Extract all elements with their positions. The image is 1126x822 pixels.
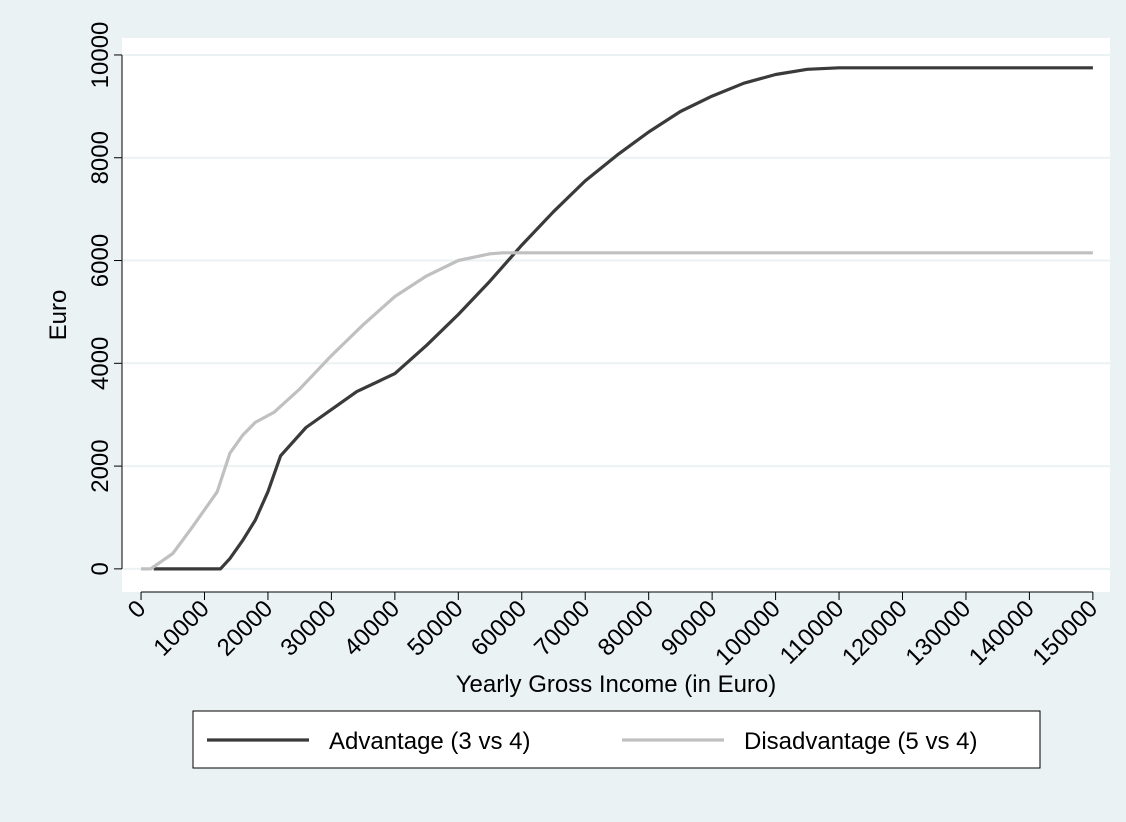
y-axis-label: Euro <box>45 290 72 341</box>
legend-box <box>192 710 1041 769</box>
y-tick-label: 8000 <box>87 131 114 184</box>
y-tick-label: 10000 <box>87 22 114 89</box>
data-line <box>153 66 1093 571</box>
y-tick-label: 4000 <box>87 337 114 390</box>
y-tick-label: 6000 <box>87 234 114 287</box>
data-line <box>141 251 1093 571</box>
y-tick-label: 2000 <box>87 439 114 492</box>
legend-label: Disadvantage (5 vs 4) <box>744 728 977 755</box>
y-tick-label: 0 <box>87 562 114 575</box>
legend-label: Advantage (3 vs 4) <box>329 728 530 755</box>
x-axis-label: Yearly Gross Income (in Euro) <box>456 671 777 698</box>
plot-area <box>122 38 1110 592</box>
